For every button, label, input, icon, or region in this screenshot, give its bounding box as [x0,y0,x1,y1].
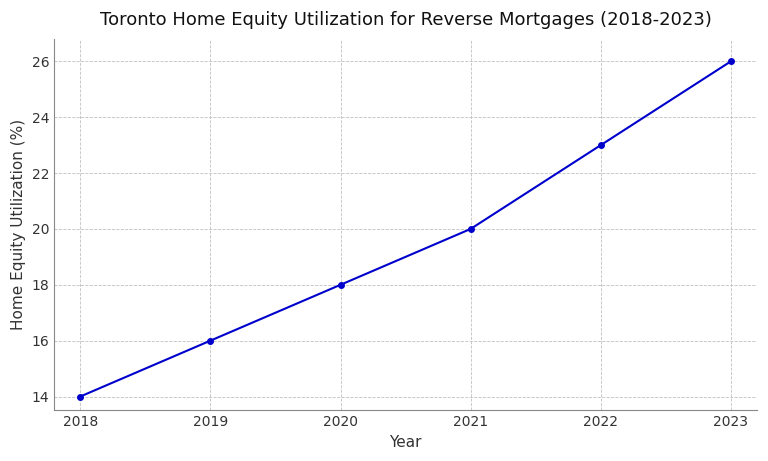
X-axis label: Year: Year [389,435,422,450]
Y-axis label: Home Equity Utilization (%): Home Equity Utilization (%) [11,119,26,330]
Title: Toronto Home Equity Utilization for Reverse Mortgages (2018-2023): Toronto Home Equity Utilization for Reve… [100,11,711,29]
